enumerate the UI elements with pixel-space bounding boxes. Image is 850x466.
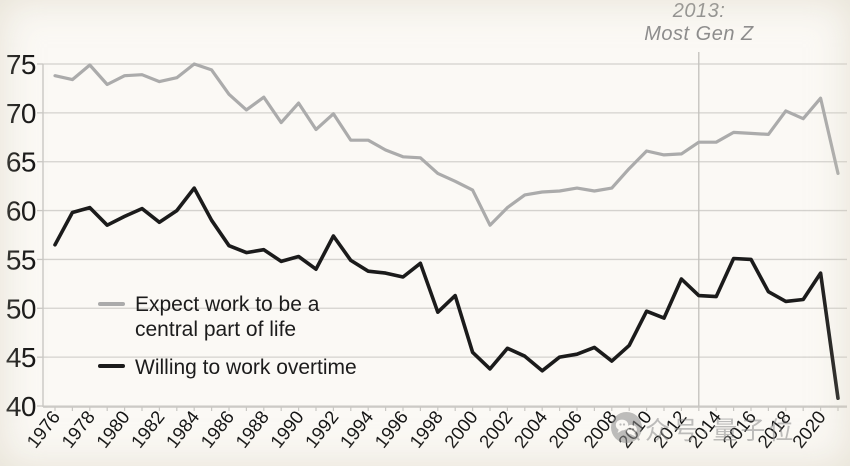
- svg-text:2006: 2006: [544, 407, 586, 452]
- svg-text:2000: 2000: [440, 407, 482, 452]
- svg-text:2014: 2014: [683, 407, 725, 452]
- svg-text:2016: 2016: [718, 407, 760, 452]
- svg-text:2002: 2002: [475, 407, 517, 452]
- svg-text:70: 70: [6, 98, 36, 129]
- svg-text:65: 65: [6, 147, 36, 178]
- svg-text:60: 60: [6, 196, 36, 227]
- svg-text:2004: 2004: [509, 407, 551, 452]
- legend-label-willing-overtime: Willing to work overtime: [135, 356, 357, 379]
- svg-text:2020: 2020: [788, 407, 830, 452]
- svg-text:1990: 1990: [266, 407, 308, 452]
- svg-text:1992: 1992: [301, 407, 343, 452]
- svg-text:55: 55: [6, 244, 36, 275]
- y-axis-labels: 40 45 50 55 60 65 70 75: [6, 49, 37, 422]
- annotation-line1: 2013:: [672, 0, 726, 22]
- svg-text:2012: 2012: [649, 407, 691, 452]
- legend-item-expect-work: Expect work to be a central part of life: [98, 292, 357, 342]
- annotation-2013-most-gen-z: 2013: Most Gen Z: [644, 0, 753, 46]
- svg-text:2008: 2008: [579, 407, 621, 452]
- axes: [37, 63, 847, 411]
- svg-text:1986: 1986: [196, 407, 238, 452]
- legend: Expect work to be a central part of life…: [98, 292, 357, 393]
- data-series: [53, 62, 840, 401]
- x-axis-labels: 1976197819801982198419861988199019921994…: [22, 407, 829, 452]
- svg-text:40: 40: [6, 391, 36, 422]
- annotation-line2: Most Gen Z: [644, 23, 754, 45]
- svg-text:75: 75: [6, 49, 36, 80]
- legend-label-expect-work: Expect work to be a central part of life: [135, 293, 320, 341]
- svg-text:1980: 1980: [92, 407, 134, 452]
- svg-text:1996: 1996: [370, 407, 412, 452]
- svg-text:50: 50: [6, 293, 36, 324]
- gray-line-swatch: [98, 302, 125, 306]
- svg-text:1998: 1998: [405, 407, 447, 452]
- svg-text:45: 45: [6, 342, 36, 373]
- svg-text:1988: 1988: [231, 407, 273, 452]
- black-line-swatch: [98, 364, 125, 368]
- svg-text:1994: 1994: [335, 407, 377, 452]
- svg-text:1982: 1982: [127, 407, 169, 452]
- svg-text:1984: 1984: [161, 407, 203, 452]
- legend-item-willing-overtime: Willing to work overtime: [98, 355, 357, 380]
- svg-text:1978: 1978: [57, 407, 99, 452]
- svg-text:2018: 2018: [753, 407, 795, 452]
- svg-text:2010: 2010: [614, 407, 656, 452]
